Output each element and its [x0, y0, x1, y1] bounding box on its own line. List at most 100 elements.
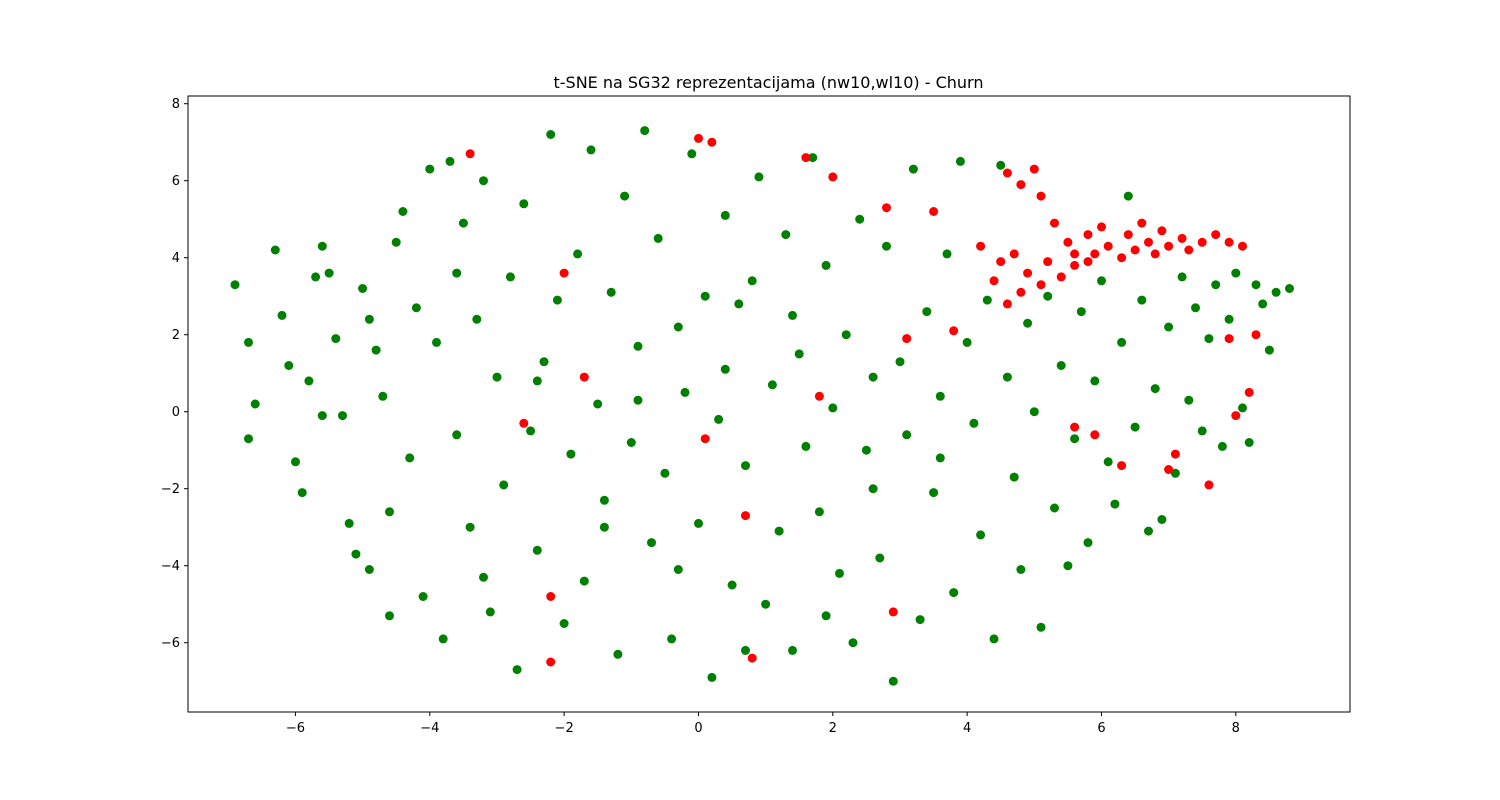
- data-point: [1023, 318, 1033, 328]
- data-point: [1285, 284, 1294, 293]
- data-point: [364, 565, 374, 574]
- data-point: [1170, 468, 1180, 478]
- data-point: [720, 210, 730, 220]
- y-tick-label: −4: [161, 559, 180, 574]
- data-point: [1144, 237, 1153, 247]
- data-point: [888, 607, 898, 617]
- data-point: [942, 249, 952, 259]
- data-point: [465, 149, 475, 159]
- data-point: [1016, 565, 1026, 574]
- y-tick-label: −2: [161, 482, 180, 497]
- data-point: [1271, 287, 1281, 297]
- data-point: [1224, 314, 1234, 324]
- data-point: [1137, 295, 1147, 305]
- y-tick-label: 0: [172, 405, 180, 420]
- data-point: [351, 549, 361, 559]
- data-point: [653, 233, 663, 243]
- data-point: [747, 653, 757, 663]
- data-point: [344, 518, 354, 528]
- data-point: [707, 672, 717, 682]
- data-point: [741, 461, 750, 471]
- data-point: [1144, 526, 1153, 536]
- data-point: [573, 249, 583, 259]
- data-point: [976, 241, 986, 251]
- data-point: [814, 391, 824, 401]
- data-point: [1117, 337, 1127, 347]
- data-point: [1157, 226, 1167, 236]
- data-point: [694, 518, 703, 528]
- data-point: [626, 438, 636, 447]
- data-point: [633, 395, 643, 405]
- data-point: [472, 314, 482, 324]
- x-tick-label: −4: [420, 721, 439, 736]
- data-point: [1083, 230, 1093, 240]
- data-point: [425, 164, 435, 174]
- x-tick-label: −6: [286, 721, 305, 736]
- data-point: [304, 376, 314, 386]
- x-tick-label: 4: [963, 721, 971, 736]
- x-tick-label: 0: [694, 721, 702, 736]
- data-point: [1103, 241, 1113, 251]
- data-point: [250, 399, 260, 409]
- data-point: [1090, 376, 1100, 386]
- data-point: [452, 430, 462, 440]
- data-point: [935, 453, 945, 463]
- data-point: [519, 199, 529, 209]
- data-point: [479, 176, 488, 186]
- data-point: [1083, 538, 1093, 548]
- data-point: [962, 337, 972, 347]
- data-point: [606, 287, 616, 297]
- data-point: [244, 337, 253, 347]
- data-point: [707, 137, 717, 147]
- data-point: [1197, 237, 1207, 247]
- data-point: [1231, 268, 1241, 278]
- data-point: [1137, 218, 1147, 228]
- data-point: [801, 153, 811, 163]
- data-point: [559, 268, 569, 278]
- data-point: [1164, 322, 1174, 332]
- data-point: [311, 272, 321, 282]
- x-tick-label: −2: [555, 721, 574, 736]
- data-point: [929, 207, 939, 216]
- data-point: [1123, 230, 1133, 240]
- data-point: [720, 364, 730, 374]
- data-point: [1056, 272, 1066, 282]
- data-point: [317, 411, 327, 421]
- data-point: [1110, 499, 1120, 509]
- data-point: [1097, 222, 1106, 232]
- data-point: [1170, 449, 1180, 459]
- y-tick-label: 4: [172, 251, 180, 266]
- data-point: [532, 376, 542, 386]
- data-point: [1264, 345, 1274, 355]
- data-point: [788, 645, 797, 655]
- data-point: [552, 295, 562, 305]
- data-point: [1184, 395, 1194, 405]
- data-point: [539, 357, 549, 367]
- data-point: [398, 207, 408, 216]
- data-point: [1009, 472, 1019, 482]
- data-point: [385, 507, 394, 517]
- data-point: [291, 457, 300, 467]
- data-point: [378, 391, 388, 401]
- data-point: [1076, 307, 1086, 317]
- data-point: [741, 511, 750, 521]
- data-point: [989, 634, 999, 644]
- data-point: [338, 411, 347, 421]
- data-point: [317, 241, 327, 251]
- data-point: [929, 488, 939, 498]
- data-point: [1217, 441, 1227, 451]
- data-point: [694, 133, 703, 143]
- data-point: [1130, 422, 1140, 432]
- x-tick-label: 8: [1232, 721, 1240, 736]
- data-point: [714, 414, 724, 424]
- data-point: [687, 149, 697, 159]
- data-point: [579, 372, 589, 382]
- data-point: [1251, 330, 1261, 340]
- data-point: [230, 280, 240, 290]
- data-point: [385, 611, 394, 621]
- data-point: [647, 538, 656, 548]
- data-point: [821, 260, 831, 270]
- data-point: [586, 145, 596, 155]
- data-point: [949, 588, 959, 598]
- data-point: [358, 284, 368, 293]
